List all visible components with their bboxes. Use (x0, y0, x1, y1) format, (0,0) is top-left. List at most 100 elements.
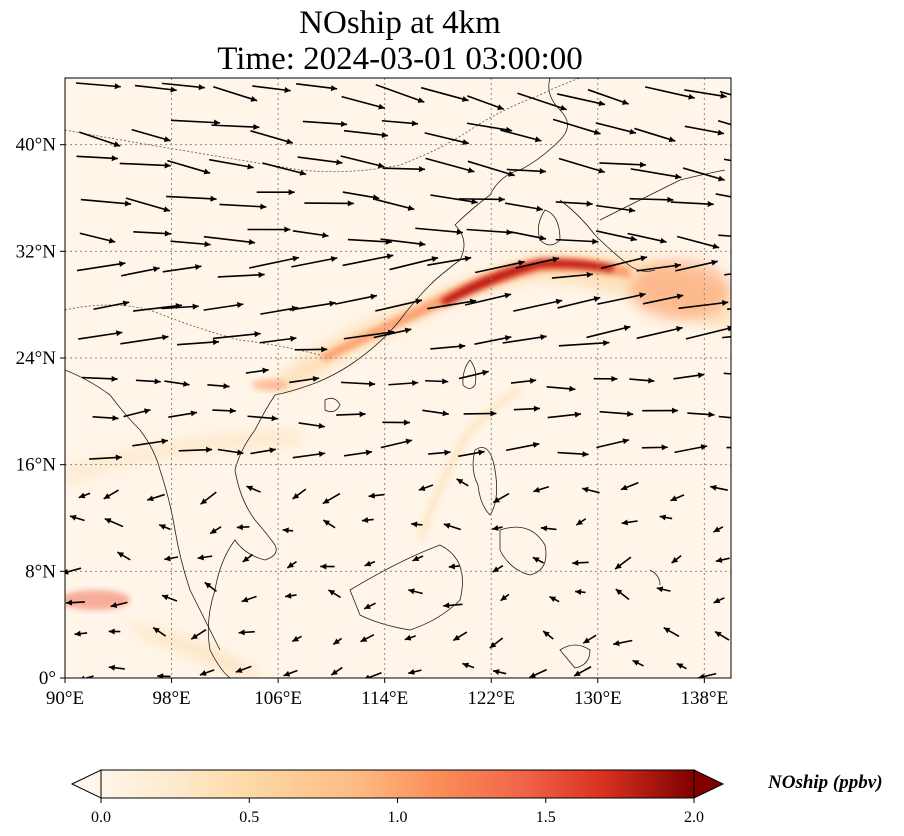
wind-arrow-shaft (340, 155, 385, 168)
wind-arrow-head (386, 253, 394, 260)
wind-arrow-head (323, 520, 331, 526)
wind-arrow-head (467, 167, 475, 174)
wind-arrow-head (260, 203, 267, 210)
hainan (324, 397, 341, 413)
wind-arrow-shaft (719, 90, 731, 96)
wind-arrow-head (192, 303, 199, 310)
colorbar-tick-label: 1.0 (388, 809, 408, 826)
wind-arrow-shaft (676, 235, 720, 249)
wind-arrow-head (122, 300, 130, 307)
wind-arrow-head (753, 235, 759, 241)
tick-label-lon: 98°E (152, 688, 190, 709)
wind-arrow-head (534, 136, 542, 143)
wind-arrow-head (164, 230, 171, 237)
tick-label-lat: 32°N (16, 241, 57, 262)
wind-arrow-head (711, 259, 718, 266)
wind-arrow-head (493, 496, 500, 503)
wind-arrow-head (164, 555, 171, 562)
wind-arrow-head (408, 588, 415, 595)
wind-arrow-head (456, 478, 464, 485)
wind-arrow-shaft (291, 257, 338, 268)
wind-arrow-head (629, 128, 636, 135)
wind-arrow-head (203, 168, 211, 175)
wind-arrow-shaft (642, 294, 684, 305)
wind-arrow-shaft (644, 86, 695, 99)
wind-arrow-head (292, 635, 299, 642)
wind-arrow-head (292, 492, 300, 499)
sulawesi (559, 644, 591, 669)
wind-arrow-head (111, 375, 118, 382)
wind-arrow-head (640, 255, 648, 262)
wind-arrow-shaft (715, 193, 731, 198)
wind-arrow-head (78, 492, 86, 499)
wind-arrow-shaft (252, 85, 291, 92)
taiwan (462, 359, 477, 389)
wind-arrow-head (490, 410, 497, 417)
wind-arrow-head (119, 261, 126, 267)
wind-arrow-head (290, 335, 297, 342)
wind-arrow-head (103, 493, 111, 499)
wind-arrow-shaft (219, 203, 267, 208)
wind-arrow-shaft (162, 265, 202, 273)
wind-arrow-shaft (467, 95, 505, 110)
wind-arrow-shaft (389, 256, 439, 271)
wind-arrow-head (322, 232, 329, 239)
wind-arrow-shaft (121, 267, 160, 277)
wind-arrow-head (443, 602, 450, 609)
wind-arrow-shaft (510, 231, 547, 240)
wind-arrow-shaft (259, 337, 297, 344)
map-frame (64, 77, 732, 679)
wind-arrow-shaft (125, 197, 171, 212)
map-background (65, 78, 731, 678)
wind-arrow-head (569, 385, 576, 392)
wind-arrow-shaft (599, 162, 647, 166)
wind-arrow-head (200, 498, 208, 505)
wind-arrow-head (206, 446, 213, 453)
wind-arrow-shaft (464, 293, 512, 306)
wind-arrow-head (368, 380, 376, 387)
wind-arrow-head (667, 196, 674, 203)
wind-arrow-head (330, 256, 338, 262)
wind-arrow-head (364, 560, 372, 567)
wind-arrow-head (198, 84, 205, 91)
myanmar-coastline (65, 369, 221, 651)
wind-arrow-head (183, 380, 190, 387)
wind-arrow-head (333, 638, 340, 645)
wind-arrow-head (747, 197, 753, 203)
wind-arrow-head (147, 495, 154, 502)
wind-arrow-head (368, 492, 375, 499)
wind-arrow-shaft (723, 372, 731, 375)
wind-arrow-head (674, 173, 682, 180)
wind-arrow-shaft (161, 82, 205, 89)
wind-arrow-head (708, 411, 715, 418)
wind-arrow-shaft (595, 122, 637, 134)
wind-arrow-head (111, 155, 118, 162)
wind-arrow-head (364, 603, 371, 609)
wind-arrow-shaft (420, 86, 469, 102)
wind-arrow-head (620, 484, 628, 491)
wind-arrow-shaft (177, 340, 220, 346)
korea-peninsula (537, 209, 561, 246)
wind-arrow-head (117, 552, 125, 558)
borneo (349, 544, 463, 631)
wind-arrow-head (370, 293, 377, 300)
mindanao (499, 526, 547, 576)
wind-arrow-head (720, 92, 727, 99)
map-panel (65, 78, 759, 678)
wind-arrow-head (284, 226, 291, 233)
wind-arrow-head (492, 566, 500, 573)
wind-arrow-head (161, 594, 169, 601)
wind-arrow-shaft (634, 127, 676, 142)
colorbar: 0.0 0.5 1.0 1.5 2.0 NOship (ppbv) (70, 769, 883, 826)
west-patch (65, 590, 130, 610)
wind-arrow-head (69, 514, 77, 521)
wind-arrow-head (462, 662, 470, 669)
wind-arrow-head (713, 597, 721, 604)
wind-arrow-head (237, 449, 244, 456)
wind-arrow-shaft (425, 157, 475, 173)
wind-arrow-head (611, 375, 618, 382)
wind-arrow-head (331, 669, 338, 676)
wind-arrow-head (715, 557, 723, 563)
wind-arrow-shaft (678, 301, 729, 310)
